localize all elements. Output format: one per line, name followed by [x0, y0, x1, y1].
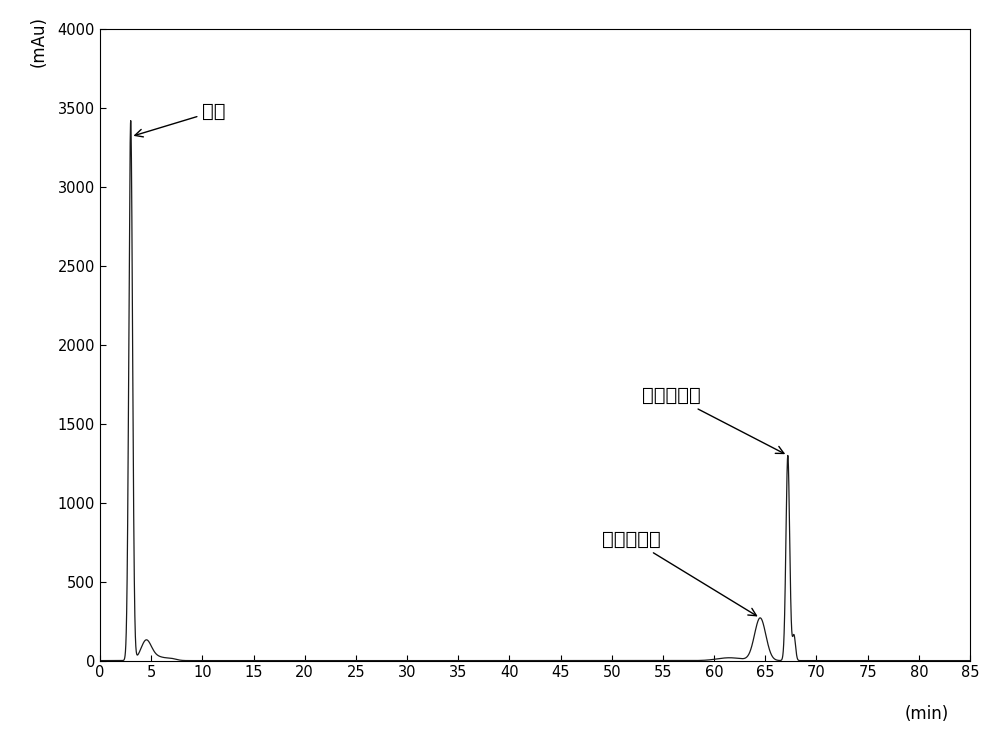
Text: 芦丁: 芦丁 [135, 102, 226, 137]
Y-axis label: (mAu): (mAu) [30, 16, 48, 68]
Text: 五味子甲素: 五味子甲素 [642, 386, 784, 454]
Text: 五味子乙素: 五味子乙素 [602, 530, 756, 616]
X-axis label: (min): (min) [904, 705, 949, 723]
